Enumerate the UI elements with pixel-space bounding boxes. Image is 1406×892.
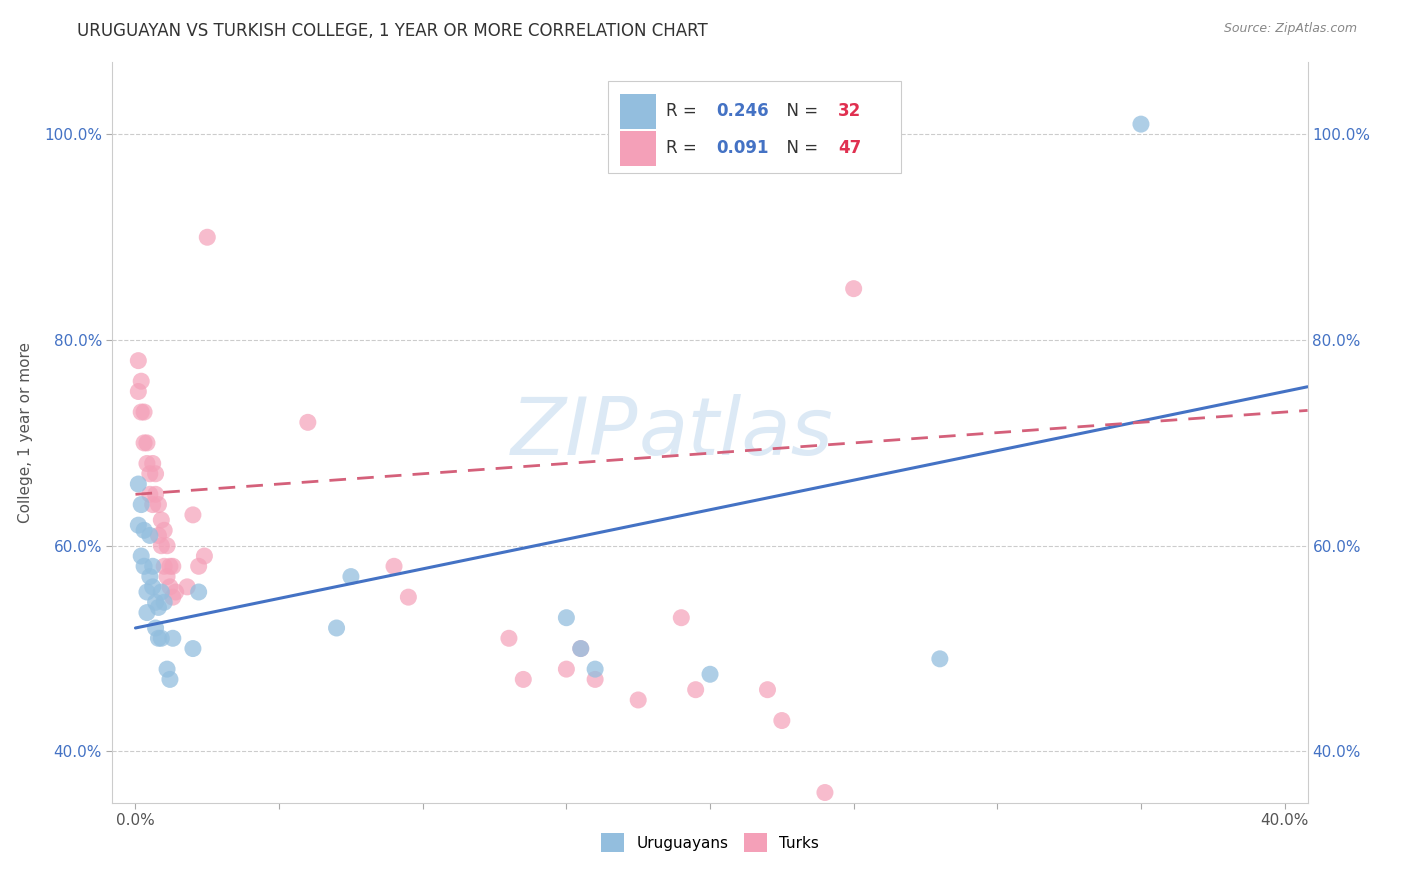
Text: R =: R = — [666, 139, 702, 157]
Point — [685, 682, 707, 697]
Point — [159, 673, 181, 687]
Point — [928, 652, 950, 666]
Point — [583, 673, 606, 687]
Point — [127, 384, 149, 399]
Point — [842, 282, 865, 296]
Point — [139, 569, 162, 583]
Point — [569, 641, 592, 656]
Text: N =: N = — [776, 139, 823, 157]
Point — [555, 662, 578, 676]
Text: 47: 47 — [838, 139, 860, 157]
Text: R =: R = — [666, 103, 702, 120]
Text: URUGUAYAN VS TURKISH COLLEGE, 1 YEAR OR MORE CORRELATION CHART: URUGUAYAN VS TURKISH COLLEGE, 1 YEAR OR … — [77, 22, 709, 40]
Point — [187, 585, 209, 599]
Point — [159, 580, 181, 594]
Point — [181, 641, 204, 656]
Point — [136, 457, 159, 471]
Point — [145, 595, 167, 609]
Point — [150, 585, 173, 599]
Point — [136, 606, 159, 620]
Point — [127, 353, 149, 368]
Point — [187, 559, 209, 574]
Point — [297, 415, 319, 429]
Point — [145, 467, 167, 481]
FancyBboxPatch shape — [620, 130, 657, 166]
Text: 0.246: 0.246 — [716, 103, 769, 120]
FancyBboxPatch shape — [609, 81, 901, 173]
Point — [142, 559, 165, 574]
Point — [132, 405, 155, 419]
Point — [627, 693, 650, 707]
Y-axis label: College, 1 year or more: College, 1 year or more — [18, 343, 32, 523]
Point — [159, 559, 181, 574]
Point — [153, 559, 176, 574]
Point — [139, 528, 162, 542]
Point — [127, 518, 149, 533]
Point — [176, 580, 198, 594]
Point — [498, 632, 520, 646]
Point — [145, 487, 167, 501]
Point — [150, 539, 173, 553]
Point — [699, 667, 721, 681]
Point — [132, 436, 155, 450]
Point — [148, 528, 170, 542]
Point — [142, 498, 165, 512]
Point — [162, 632, 184, 646]
Text: 0.091: 0.091 — [716, 139, 769, 157]
Point — [165, 585, 187, 599]
Text: 32: 32 — [838, 103, 860, 120]
Point — [396, 590, 419, 604]
Point — [193, 549, 215, 563]
Point — [770, 714, 793, 728]
Point — [1129, 117, 1152, 131]
Point — [671, 610, 693, 624]
Point — [153, 524, 176, 538]
Point — [136, 436, 159, 450]
Point — [132, 559, 155, 574]
Point — [136, 585, 159, 599]
Point — [129, 374, 152, 388]
Point — [129, 498, 152, 512]
Point — [512, 673, 534, 687]
Point — [569, 641, 592, 656]
Text: N =: N = — [776, 103, 823, 120]
Text: ZIP: ZIP — [510, 393, 638, 472]
Point — [156, 539, 179, 553]
Point — [142, 580, 165, 594]
Point — [142, 457, 165, 471]
Point — [382, 559, 405, 574]
Point — [129, 549, 152, 563]
Point — [139, 467, 162, 481]
Point — [153, 595, 176, 609]
Text: atlas: atlas — [638, 393, 834, 472]
FancyBboxPatch shape — [620, 94, 657, 129]
Text: Source: ZipAtlas.com: Source: ZipAtlas.com — [1223, 22, 1357, 36]
Point — [555, 610, 578, 624]
Point — [195, 230, 218, 244]
Point — [127, 477, 149, 491]
Point — [148, 600, 170, 615]
Point — [583, 662, 606, 676]
Point — [756, 682, 779, 697]
Point — [148, 498, 170, 512]
Legend: Uruguayans, Turks: Uruguayans, Turks — [595, 827, 825, 858]
Point — [150, 632, 173, 646]
Point — [139, 487, 162, 501]
Point — [325, 621, 347, 635]
Point — [340, 569, 363, 583]
Point — [162, 559, 184, 574]
Point — [181, 508, 204, 522]
Point — [814, 785, 837, 799]
Point — [148, 632, 170, 646]
Point — [132, 524, 155, 538]
Point — [156, 662, 179, 676]
Point — [145, 621, 167, 635]
Point — [129, 405, 152, 419]
Point — [156, 569, 179, 583]
Point — [150, 513, 173, 527]
Point — [162, 590, 184, 604]
